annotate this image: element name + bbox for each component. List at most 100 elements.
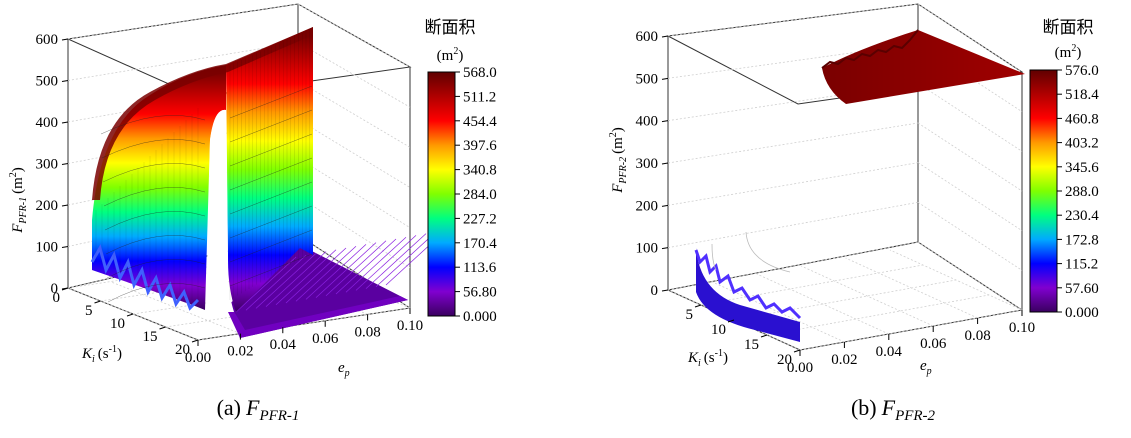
z-tick-mark [661, 204, 669, 207]
surface-jagged-edge [90, 244, 200, 311]
grid-line [297, 119, 411, 188]
panel-b-caption: (b) FPFR-2 [851, 395, 936, 424]
grid-line [110, 281, 241, 334]
ki-tick-label: 15 [143, 329, 158, 345]
panel-b-colorbar-ramp [1029, 69, 1058, 313]
surface-contour [229, 205, 313, 239]
colorbar-tick-label: 172.8 [1065, 232, 1099, 248]
ep-tick-label: 0.10 [397, 318, 423, 334]
z-tick-label: 400 [36, 115, 59, 131]
grid-line [700, 264, 924, 306]
ki-tick-mark [694, 304, 702, 308]
surface-bottom-slab-edge [694, 249, 802, 320]
ki-tick-label: 10 [711, 322, 726, 338]
panel-a-colorbar-unit: (m2) [437, 46, 464, 64]
grid-line [67, 287, 199, 341]
panel-b-z-axis: 0 100 200 300 400 500 600 [636, 29, 669, 299]
surface-top-slab [822, 30, 1025, 104]
surface-contour [229, 157, 313, 191]
z-tick-label: 300 [36, 157, 59, 173]
colorbar-tick-label: 403.2 [1065, 136, 1099, 152]
grid-line [297, 80, 411, 148]
colorbar-tick-label: 113.6 [463, 260, 497, 276]
panel-b-ep-axis: 0.00 0.02 0.04 0.06 0.08 0.10 [787, 310, 1035, 376]
panel-a-z-label: FPFR-1(m2) [8, 167, 29, 234]
z-tick-label: 400 [636, 114, 659, 130]
ki-tick-label: 20 [777, 352, 792, 368]
surface-left-arch [92, 65, 226, 310]
ep-tick-label: 0.00 [787, 360, 813, 376]
z-tick-mark [661, 162, 669, 165]
grid-line [889, 249, 1023, 311]
surface-rib [305, 244, 367, 300]
ep-tick-label: 0.02 [227, 344, 253, 360]
grid-line [801, 265, 934, 327]
surface-gap [206, 109, 234, 312]
z-tick-mark [661, 77, 669, 80]
grid-line [297, 157, 411, 229]
surface-rib [235, 256, 297, 313]
z-tick-mark [61, 121, 69, 124]
grid-line [766, 294, 990, 336]
grid-line [845, 257, 978, 319]
surface-contour [229, 133, 313, 167]
z-tick-label: 100 [36, 240, 59, 256]
colorbar-tick-label: 340.8 [463, 163, 497, 179]
grid-line [297, 3, 411, 68]
ki-tick-mark [94, 300, 101, 304]
z-tick-mark [61, 204, 69, 207]
colorbar-tick-label: 460.8 [1065, 111, 1099, 127]
ep-tick-label: 0.08 [964, 328, 990, 344]
panel-a-ki-axis: 0 5 10 15 20 [53, 287, 199, 358]
panel-b-z-label: FPFR-2(m2) [608, 127, 629, 194]
surface-wisp-2 [711, 243, 717, 271]
ki-tick-mark [126, 313, 134, 317]
z-tick-mark [661, 247, 669, 250]
surface-rib [275, 249, 337, 306]
panel-b: 0 100 200 300 400 500 600 5 10 15 20 0.00 0.02 0.04… [608, 3, 1099, 424]
z-tick-mark [61, 38, 69, 41]
z-tick-mark [61, 163, 69, 165]
z-tick-label: 200 [36, 198, 59, 214]
surface-rib [255, 253, 317, 309]
z-tick-label: 500 [636, 71, 659, 87]
colorbar-tick-label: 0.000 [1065, 305, 1099, 321]
z-tick-label: 300 [636, 156, 659, 172]
colorbar-tick-label: 288.0 [1065, 184, 1099, 200]
grid-line [733, 279, 957, 321]
panel-a-surface [90, 27, 447, 338]
surface-contour [229, 229, 313, 263]
panel-a-ki-label: Ki (s-1) [81, 344, 122, 365]
z-tick-mark [61, 80, 69, 82]
grid-line [799, 309, 1023, 351]
surface-floor-front [228, 296, 408, 338]
grid-line [297, 42, 411, 108]
panel-b-ki-label: Ki (s-1) [687, 348, 728, 369]
ki-tick-label: 5 [85, 303, 93, 319]
surface-contour [106, 259, 206, 279]
ep-tick-label: 0.08 [354, 324, 380, 340]
ep-tick-label: 0.04 [270, 337, 297, 353]
grid-line [917, 3, 1023, 73]
panel-b-surface [694, 29, 1025, 342]
panel-b-colorbar: 断面积 (m2) 576.0 518.4 460.8 403.2 345.6 288.0 2… [1029, 18, 1099, 321]
surface-rib [285, 247, 347, 304]
surface-contour [229, 85, 313, 119]
ep-tick-label: 0.02 [831, 352, 857, 368]
z-tick-label: 600 [36, 32, 59, 48]
grid-line [667, 241, 919, 291]
surface-rib [365, 233, 427, 289]
surface-rib [355, 235, 417, 291]
grid-line [667, 201, 919, 249]
colorbar-tick-label: 576.0 [1065, 63, 1099, 79]
colorbar-tick-label: 345.6 [1065, 160, 1099, 176]
ki-tick-mark [191, 339, 199, 343]
ki-tick-label: 15 [744, 337, 759, 353]
z-tick-mark [61, 246, 69, 248]
panel-a-ep-axis: 0.00 0.02 0.04 0.06 0.08 0.10 [185, 308, 423, 366]
z-tick-label: 500 [36, 74, 59, 90]
colorbar-tick-label: 227.2 [463, 211, 497, 227]
grid-line [667, 122, 919, 164]
